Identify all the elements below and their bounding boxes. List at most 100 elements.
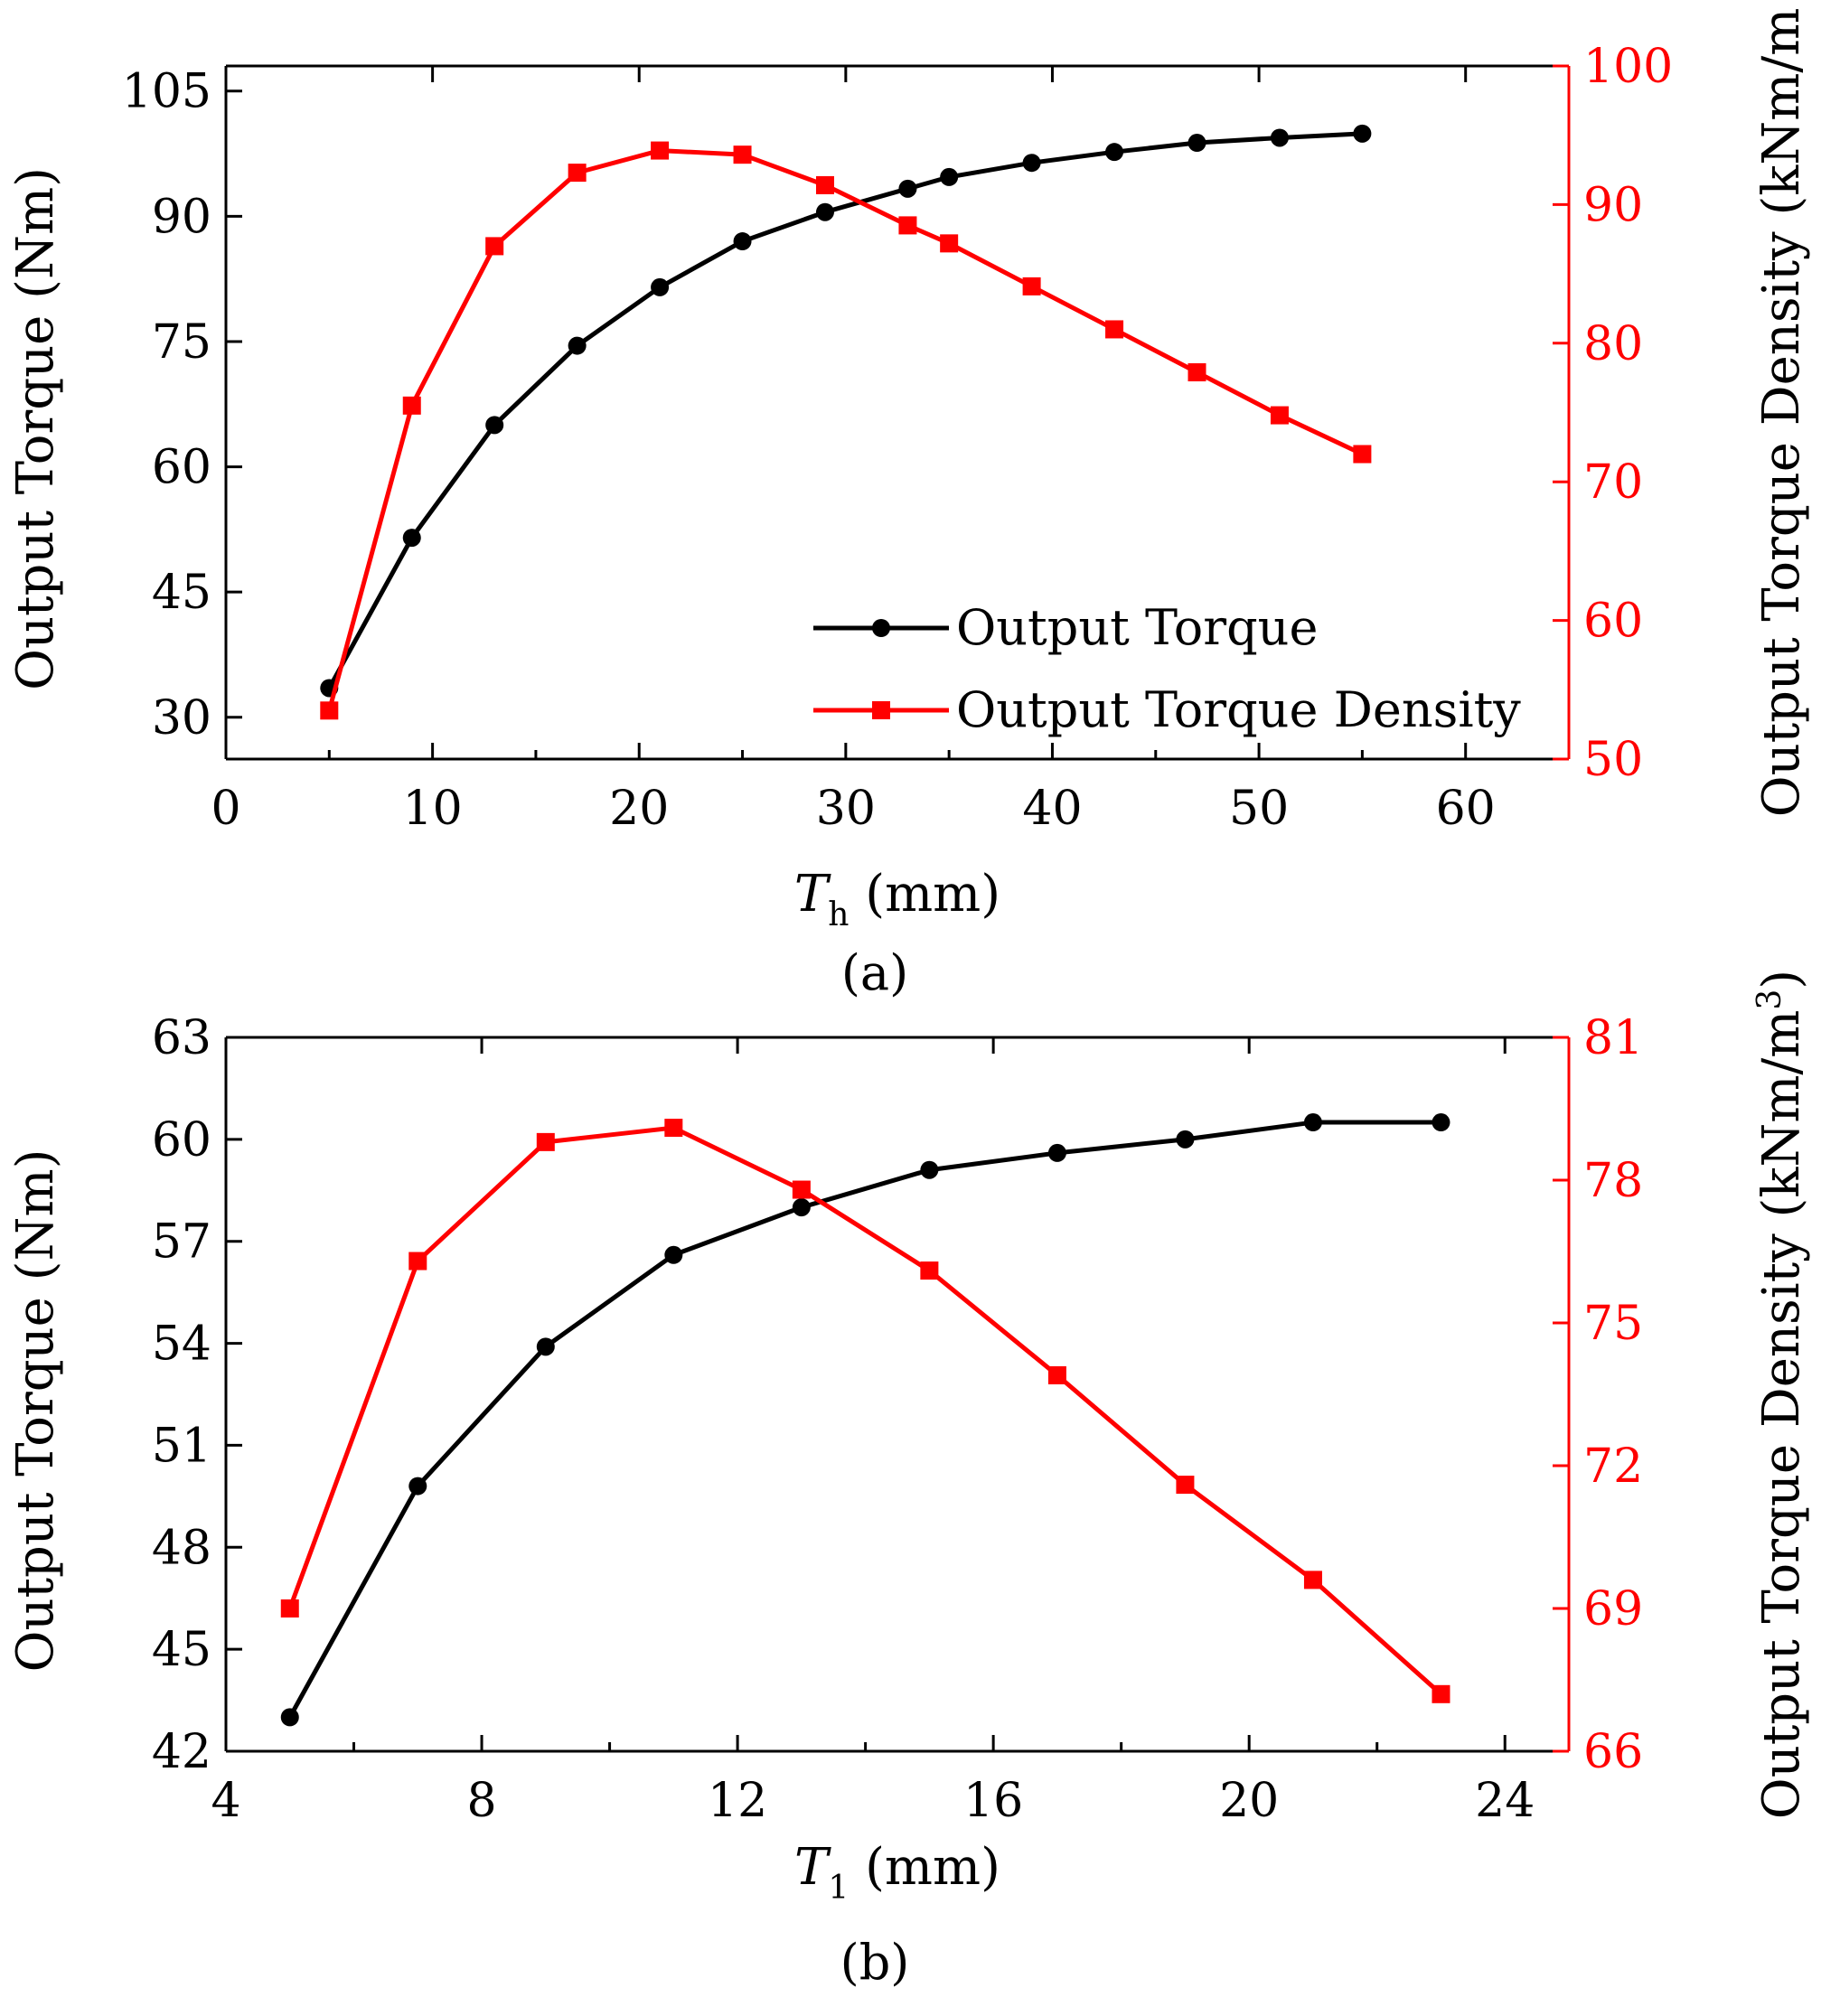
- x-tick-label: 50: [1229, 782, 1289, 836]
- density-data-point: [1353, 445, 1372, 464]
- torque-data-point: [568, 336, 587, 355]
- y2-tick-label: 78: [1583, 1154, 1643, 1208]
- torque-data-point: [1188, 134, 1206, 153]
- y-tick-label: 57: [152, 1215, 211, 1270]
- y-tick-label: 45: [152, 1623, 211, 1677]
- density-data-point: [733, 145, 752, 164]
- torque-data-point: [1105, 143, 1124, 162]
- y-tick-label: 60: [152, 1113, 211, 1167]
- y2-tick-label: 70: [1583, 455, 1643, 510]
- y2-tick-label: 80: [1583, 317, 1643, 371]
- torque-data-point: [1353, 124, 1372, 143]
- x-axis-title-unit: (mm): [849, 1838, 1000, 1897]
- density-data-point: [280, 1599, 299, 1617]
- y2-axis-title: Output Torque Density (kNm/m: [1752, 8, 1811, 818]
- density-data-point: [536, 1132, 555, 1151]
- y-tick-label: 42: [152, 1725, 211, 1779]
- y-tick-label: 48: [152, 1521, 211, 1575]
- density-series-line: [287, 1125, 1443, 1696]
- torque-data-point: [792, 1198, 811, 1217]
- torque-data-point: [1270, 128, 1289, 147]
- density-data-point: [920, 1261, 939, 1280]
- y-tick-label: 54: [152, 1317, 211, 1372]
- y2-tick-label: 50: [1583, 733, 1643, 787]
- y-tick-label: 63: [152, 1011, 211, 1065]
- density-data-point: [320, 701, 339, 720]
- density-data-point: [1188, 363, 1206, 382]
- x-tick-label: 30: [816, 782, 876, 836]
- legend-swatch-marker: [872, 619, 890, 637]
- y2-axis-title-main: Output Torque Density (kNm/m: [1752, 8, 1811, 818]
- y2-axis-title-tail: ): [1752, 970, 1811, 989]
- torque-series-line: [327, 131, 1363, 689]
- y2-axis-title-superscript: 3: [1751, 989, 1788, 1010]
- density-data-point: [792, 1180, 811, 1199]
- y-tick-label: 60: [152, 441, 211, 495]
- density-data-point: [1432, 1684, 1450, 1703]
- y-tick-label: 75: [152, 315, 211, 370]
- density-data-point: [898, 216, 917, 235]
- density-series-line: [326, 148, 1364, 711]
- panel-label: (b): [840, 1934, 910, 1991]
- y-tick-label: 51: [152, 1419, 211, 1473]
- chart-panel-a: 0 10 20 30 40 50 60 30 45 60 75 90 105 50 60 70 80 90 100 O…: [6, 8, 1811, 1001]
- x-axis-title: T1 (mm): [794, 1838, 1000, 1907]
- y2-axis-title-main: Output Torque Density (kNm/m: [1752, 1010, 1811, 1820]
- y-axis-title: Output Torque (Nm): [6, 167, 65, 690]
- legend-label: Output Torque: [956, 599, 1318, 656]
- density-data-point: [651, 141, 670, 160]
- x-tick-label: 12: [708, 1774, 767, 1828]
- legend-swatch-marker: [872, 701, 890, 719]
- density-data-point: [664, 1119, 683, 1138]
- y-tick-label: 45: [152, 566, 211, 620]
- x-axis-title-symbol: T: [794, 865, 831, 924]
- density-data-point: [815, 175, 834, 194]
- x-axis-title-symbol: T: [794, 1838, 831, 1897]
- torque-data-point: [733, 232, 752, 251]
- density-data-point: [1303, 1571, 1322, 1589]
- torque-data-point: [485, 416, 504, 435]
- torque-data-point: [920, 1160, 939, 1179]
- y-tick-label: 30: [152, 691, 211, 745]
- torque-data-point: [1022, 154, 1041, 173]
- torque-data-point: [940, 167, 959, 186]
- torque-data-point: [1176, 1130, 1195, 1149]
- x-axis-title-subscript: 1: [828, 1870, 849, 1907]
- torque-data-point: [651, 277, 670, 296]
- y-tick-label: 90: [152, 190, 211, 244]
- density-data-point: [402, 396, 421, 415]
- x-axis-title-unit: (mm): [849, 865, 1000, 924]
- chart-panel-b: 4 8 12 16 20 244245485154576063666972757881Ou…: [6, 970, 1811, 1991]
- density-data-point: [1270, 406, 1289, 425]
- x-tick-label: 8: [467, 1774, 497, 1828]
- y2-tick-label: 81: [1583, 1011, 1643, 1065]
- y2-tick-label: 75: [1583, 1297, 1643, 1351]
- x-tick-label: 20: [1219, 1774, 1279, 1828]
- legend: Output Torque Output Torque Density: [813, 599, 1521, 738]
- torque-data-point: [1047, 1143, 1066, 1162]
- density-data-point: [485, 237, 504, 256]
- x-tick-label: 24: [1475, 1774, 1535, 1828]
- y2-tick-label: 60: [1583, 595, 1643, 649]
- torque-data-point: [402, 529, 421, 548]
- torque-data-point: [898, 179, 917, 198]
- torque-data-point: [1303, 1113, 1322, 1132]
- x-tick-label: 20: [609, 782, 669, 836]
- x-tick-label: 40: [1022, 782, 1082, 836]
- y-tick-label: 105: [122, 65, 211, 119]
- y2-tick-label: 90: [1583, 178, 1643, 232]
- y-axis-title: Output Torque (Nm): [6, 1149, 65, 1673]
- torque-data-point: [1432, 1113, 1450, 1132]
- x-axis-title: Th (mm): [794, 865, 1000, 933]
- y2-axis-title: Output Torque Density (kNm/m3): [1751, 970, 1811, 1819]
- torque-series-line: [287, 1120, 1441, 1719]
- density-data-point: [1176, 1476, 1195, 1495]
- x-axis-title-subscript: h: [828, 896, 849, 933]
- x-tick-label: 10: [403, 782, 463, 836]
- x-tick-label: 4: [211, 1774, 240, 1828]
- x-tick-label: 16: [963, 1774, 1023, 1828]
- legend-label: Output Torque Density: [956, 681, 1521, 738]
- y2-tick-label: 66: [1583, 1725, 1643, 1779]
- torque-data-point: [280, 1708, 299, 1727]
